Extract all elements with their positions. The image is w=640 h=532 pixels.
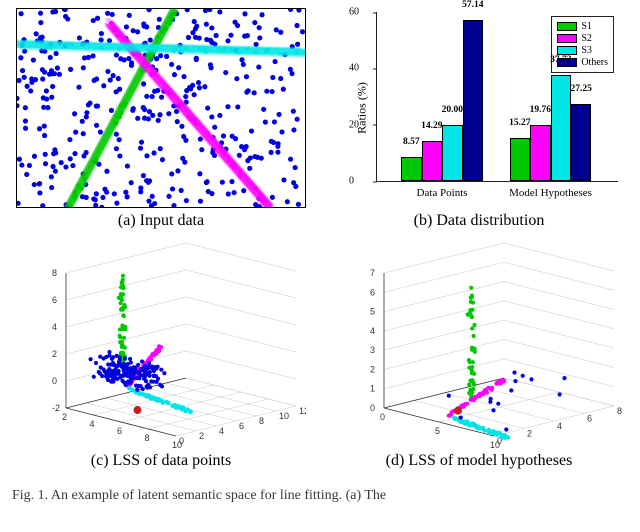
svg-text:5: 5 [435, 426, 440, 436]
svg-text:6: 6 [117, 426, 122, 436]
svg-text:0: 0 [179, 436, 184, 446]
bar-chart: Ratios (%) S1S2S3Others 02040608.5714.29… [334, 8, 624, 208]
caption-b: (b) Data distribution [414, 212, 545, 230]
lss-points-3d: -202468246810024681012 [16, 238, 306, 448]
svg-text:4: 4 [52, 322, 57, 332]
lss-hyp-3d: 01234567051002468 [334, 238, 624, 448]
panel-d: 01234567051002468 (d) LSS of model hypot… [328, 238, 630, 476]
panel-b: Ratios (%) S1S2S3Others 02040608.5714.29… [328, 8, 630, 236]
bar-plot-area: S1S2S3Others 02040608.5714.2920.0057.14D… [376, 12, 618, 182]
svg-text:8: 8 [145, 433, 150, 443]
svg-text:2: 2 [370, 364, 375, 374]
svg-text:12: 12 [299, 406, 306, 416]
panel-c: -202468246810024681012 (c) LSS of data p… [10, 238, 312, 476]
scatter-svg [17, 9, 305, 208]
svg-text:0: 0 [52, 376, 57, 386]
svg-text:0: 0 [380, 412, 385, 422]
svg-text:8: 8 [617, 406, 622, 416]
svg-text:8: 8 [259, 416, 264, 426]
svg-text:4: 4 [557, 421, 562, 431]
svg-text:3: 3 [370, 345, 375, 355]
svg-text:4: 4 [90, 419, 95, 429]
svg-text:5: 5 [370, 307, 375, 317]
svg-text:0: 0 [370, 403, 375, 413]
svg-text:8: 8 [52, 268, 57, 278]
input-data-scatter [16, 8, 306, 208]
caption-a: (a) Input data [118, 212, 204, 230]
figure-caption: Fig. 1. An example of latent semantic sp… [10, 488, 630, 504]
svg-text:6: 6 [52, 295, 57, 305]
svg-text:1: 1 [370, 384, 375, 394]
svg-text:6: 6 [370, 287, 375, 297]
svg-text:2: 2 [527, 429, 532, 439]
svg-text:2: 2 [52, 349, 57, 359]
svg-text:10: 10 [279, 411, 289, 421]
caption-c: (c) LSS of data points [91, 452, 231, 470]
svg-text:4: 4 [219, 426, 224, 436]
svg-text:2: 2 [62, 412, 67, 422]
svg-text:2: 2 [199, 431, 204, 441]
svg-text:-2: -2 [52, 403, 60, 413]
caption-d: (d) LSS of model hypotheses [386, 452, 573, 470]
svg-text:6: 6 [587, 414, 592, 424]
svg-text:4: 4 [370, 326, 375, 336]
panel-a: (a) Input data [10, 8, 312, 236]
svg-text:7: 7 [370, 268, 375, 278]
svg-text:6: 6 [239, 421, 244, 431]
